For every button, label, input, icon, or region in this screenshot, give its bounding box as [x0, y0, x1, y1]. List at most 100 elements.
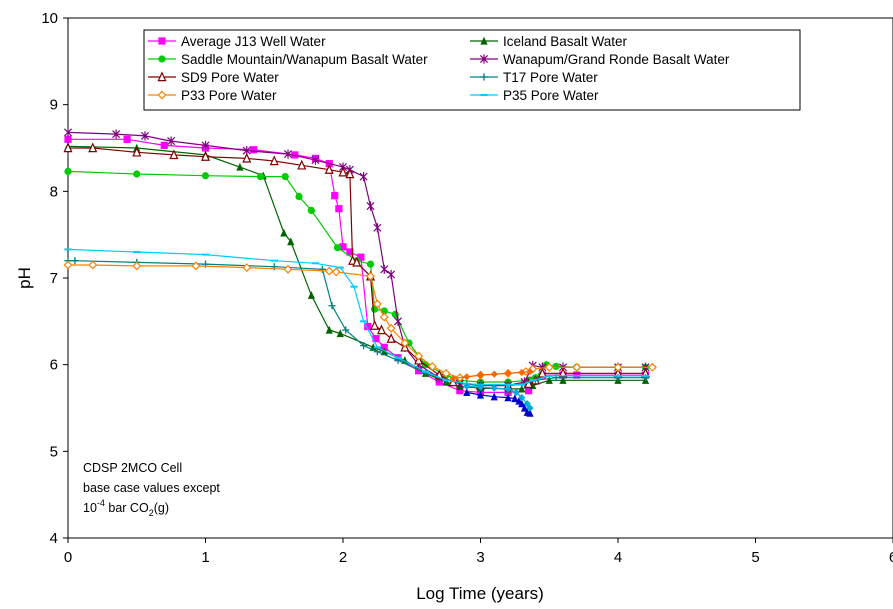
data-point — [311, 155, 320, 165]
data-point — [328, 302, 336, 310]
annotation-line-1: CDSP 2MCO Cell — [83, 461, 182, 475]
data-point — [379, 312, 389, 322]
data-point — [250, 146, 258, 154]
series-8 — [463, 388, 534, 417]
data-point — [324, 164, 334, 174]
data-point — [352, 256, 362, 267]
data-point — [376, 324, 387, 335]
data-point — [463, 373, 471, 381]
series-layer — [63, 127, 657, 417]
data-point — [400, 338, 410, 348]
y-tick-label: 6 — [50, 357, 58, 374]
data-point — [512, 388, 520, 396]
data-point — [346, 248, 354, 256]
annotation-exponent: -4 — [97, 498, 105, 508]
data-point — [526, 404, 534, 412]
data-point — [88, 260, 98, 270]
data-point — [295, 192, 303, 201]
y-tick-label: 9 — [50, 97, 58, 114]
legend-item: P33 Pore Water — [148, 88, 277, 103]
data-point — [370, 320, 380, 330]
legend-label: P33 Pore Water — [181, 88, 277, 103]
data-point — [345, 168, 355, 179]
legend: Average J13 Well Water Iceland Basalt Wat… — [143, 29, 801, 111]
data-point — [558, 367, 568, 378]
data-point — [283, 149, 293, 159]
legend-label: Average J13 Well Water — [181, 34, 326, 49]
data-point — [133, 170, 141, 178]
data-point — [573, 371, 581, 379]
data-point — [325, 325, 333, 334]
data-point — [342, 326, 350, 334]
data-point — [339, 243, 347, 251]
data-point — [359, 172, 368, 182]
data-point — [380, 343, 388, 351]
data-point — [476, 383, 485, 391]
data-point — [307, 291, 315, 299]
y-tick-label: 8 — [50, 183, 58, 200]
data-point — [360, 342, 368, 350]
data-point — [287, 237, 295, 246]
series-4 — [63, 142, 651, 390]
legend-item: P35 Pore Water — [470, 88, 599, 103]
data-point — [559, 376, 567, 384]
data-point — [526, 368, 534, 376]
y-tick-label: 10 — [41, 10, 58, 27]
legend-marker — [480, 36, 488, 45]
data-point — [518, 399, 526, 408]
legend-box — [143, 29, 801, 111]
axes: 0 1 2 3 4 5 6 4 5 6 7 8 9 10 — [41, 10, 893, 566]
data-point — [64, 167, 72, 175]
data-point — [463, 388, 471, 396]
data-point — [386, 323, 396, 333]
data-point — [236, 162, 244, 171]
x-tick-label: 5 — [751, 549, 759, 566]
data-point — [167, 136, 176, 146]
data-point — [427, 361, 437, 371]
annotation-mid: bar CO — [105, 501, 149, 515]
annotation-subscript: 2 — [149, 508, 154, 518]
data-point — [387, 269, 396, 280]
data-point — [372, 335, 380, 343]
x-tick-label: 1 — [201, 549, 209, 566]
data-point — [112, 129, 121, 139]
data-point — [373, 348, 381, 356]
data-point — [336, 329, 344, 338]
x-tick-label: 0 — [64, 549, 72, 566]
data-point — [191, 261, 201, 271]
data-point — [331, 192, 339, 200]
annotation: CDSP 2MCO Cell base case values except 1… — [83, 461, 220, 518]
data-point — [520, 403, 529, 412]
y-tick-label: 5 — [50, 443, 58, 460]
data-point — [456, 387, 464, 395]
data-point — [123, 135, 131, 143]
series-10 — [449, 368, 534, 383]
annotation-line-3: 10-4 bar CO2(g) — [83, 498, 169, 518]
data-point — [200, 151, 211, 161]
y-tick-label: 7 — [50, 270, 58, 287]
data-point — [552, 362, 560, 370]
data-point — [415, 367, 423, 375]
data-point — [281, 173, 289, 181]
data-point — [552, 374, 560, 382]
x-tick-label: 6 — [889, 549, 893, 566]
data-point — [647, 362, 657, 372]
data-point — [380, 264, 389, 274]
legend-item: Average J13 Well Water — [148, 34, 326, 49]
data-point — [291, 151, 299, 159]
data-point — [256, 173, 265, 181]
data-point — [132, 146, 142, 157]
data-point — [414, 351, 424, 361]
data-point — [366, 201, 375, 211]
legend-label: Wanapum/Grand Ronde Basalt Water — [503, 52, 730, 67]
data-point — [545, 376, 553, 384]
legend-item: T17 Pore Water — [470, 70, 598, 85]
legend-item: Saddle Mountain/Wanapum Basalt Water — [148, 52, 428, 67]
data-point — [525, 387, 533, 395]
data-point — [297, 159, 307, 170]
data-point — [242, 152, 252, 163]
data-point — [338, 166, 348, 177]
legend-label: Iceland Basalt Water — [503, 34, 628, 49]
data-point — [169, 149, 179, 160]
legend-marker — [479, 54, 489, 64]
